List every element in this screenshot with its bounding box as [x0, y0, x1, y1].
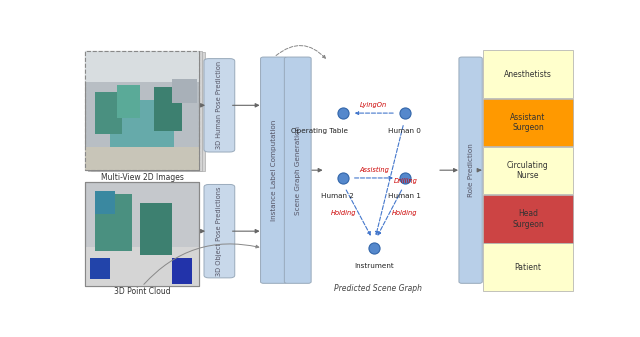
- FancyArrowPatch shape: [232, 104, 259, 107]
- Text: 3D Human Pose Prediction: 3D Human Pose Prediction: [216, 61, 222, 149]
- Bar: [85, 51, 199, 170]
- Text: Holding: Holding: [392, 210, 417, 216]
- Text: Multi-View 2D Images: Multi-View 2D Images: [100, 173, 184, 182]
- Text: Role Prediction: Role Prediction: [468, 143, 474, 197]
- Bar: [95, 191, 115, 214]
- Text: Human 1: Human 1: [388, 193, 421, 199]
- FancyArrowPatch shape: [276, 45, 325, 58]
- Bar: [172, 79, 196, 103]
- Bar: [172, 258, 191, 284]
- Bar: [483, 98, 573, 146]
- Text: Head
Surgeon: Head Surgeon: [512, 209, 544, 229]
- Text: 3D Point Cloud: 3D Point Cloud: [114, 287, 170, 297]
- Text: Assistant
Surgeon: Assistant Surgeon: [510, 113, 545, 132]
- Text: Human 2: Human 2: [321, 193, 355, 199]
- Text: Circulating
Nurse: Circulating Nurse: [507, 161, 548, 180]
- Bar: [88, 51, 202, 171]
- Text: 3D Object Pose Predictions: 3D Object Pose Predictions: [216, 186, 222, 276]
- FancyArrowPatch shape: [376, 126, 403, 234]
- Bar: [85, 182, 199, 286]
- FancyArrowPatch shape: [356, 112, 393, 115]
- Bar: [154, 87, 182, 131]
- Bar: [117, 85, 140, 118]
- Text: Scene Graph Generation: Scene Graph Generation: [295, 126, 301, 215]
- Bar: [140, 203, 172, 254]
- Bar: [110, 100, 174, 147]
- Bar: [483, 50, 573, 98]
- FancyBboxPatch shape: [204, 184, 235, 278]
- Text: Human 0: Human 0: [388, 128, 421, 134]
- Text: Drilling: Drilling: [394, 178, 417, 184]
- Bar: [483, 195, 573, 243]
- Text: LyingOn: LyingOn: [360, 102, 387, 108]
- Bar: [85, 51, 199, 82]
- Bar: [85, 247, 199, 286]
- FancyArrowPatch shape: [200, 229, 204, 233]
- Bar: [85, 147, 199, 170]
- Bar: [95, 193, 132, 251]
- FancyArrowPatch shape: [144, 244, 259, 284]
- FancyBboxPatch shape: [459, 57, 483, 283]
- Text: Assisting: Assisting: [359, 167, 389, 173]
- Bar: [483, 147, 573, 194]
- FancyArrowPatch shape: [200, 104, 204, 107]
- FancyArrowPatch shape: [312, 168, 321, 172]
- Text: Patient: Patient: [515, 263, 541, 272]
- Text: Anesthetists: Anesthetists: [504, 70, 552, 79]
- Bar: [95, 92, 122, 134]
- Bar: [85, 182, 199, 286]
- FancyBboxPatch shape: [204, 59, 235, 152]
- Text: Predicted Scene Graph: Predicted Scene Graph: [333, 284, 422, 294]
- Bar: [90, 258, 110, 279]
- Bar: [85, 51, 199, 170]
- FancyArrowPatch shape: [477, 168, 481, 172]
- FancyArrowPatch shape: [355, 177, 392, 179]
- FancyBboxPatch shape: [284, 57, 311, 283]
- Text: Instance Label Computation: Instance Label Computation: [271, 120, 277, 221]
- Bar: [91, 52, 205, 171]
- Text: Operating Table: Operating Table: [291, 128, 348, 134]
- Text: Holding: Holding: [331, 210, 356, 216]
- FancyBboxPatch shape: [260, 57, 287, 283]
- Bar: [483, 243, 573, 291]
- FancyArrowPatch shape: [378, 190, 401, 235]
- FancyArrowPatch shape: [346, 190, 370, 235]
- Text: Instrument: Instrument: [355, 263, 394, 269]
- FancyArrowPatch shape: [440, 168, 457, 172]
- FancyArrowPatch shape: [232, 229, 259, 233]
